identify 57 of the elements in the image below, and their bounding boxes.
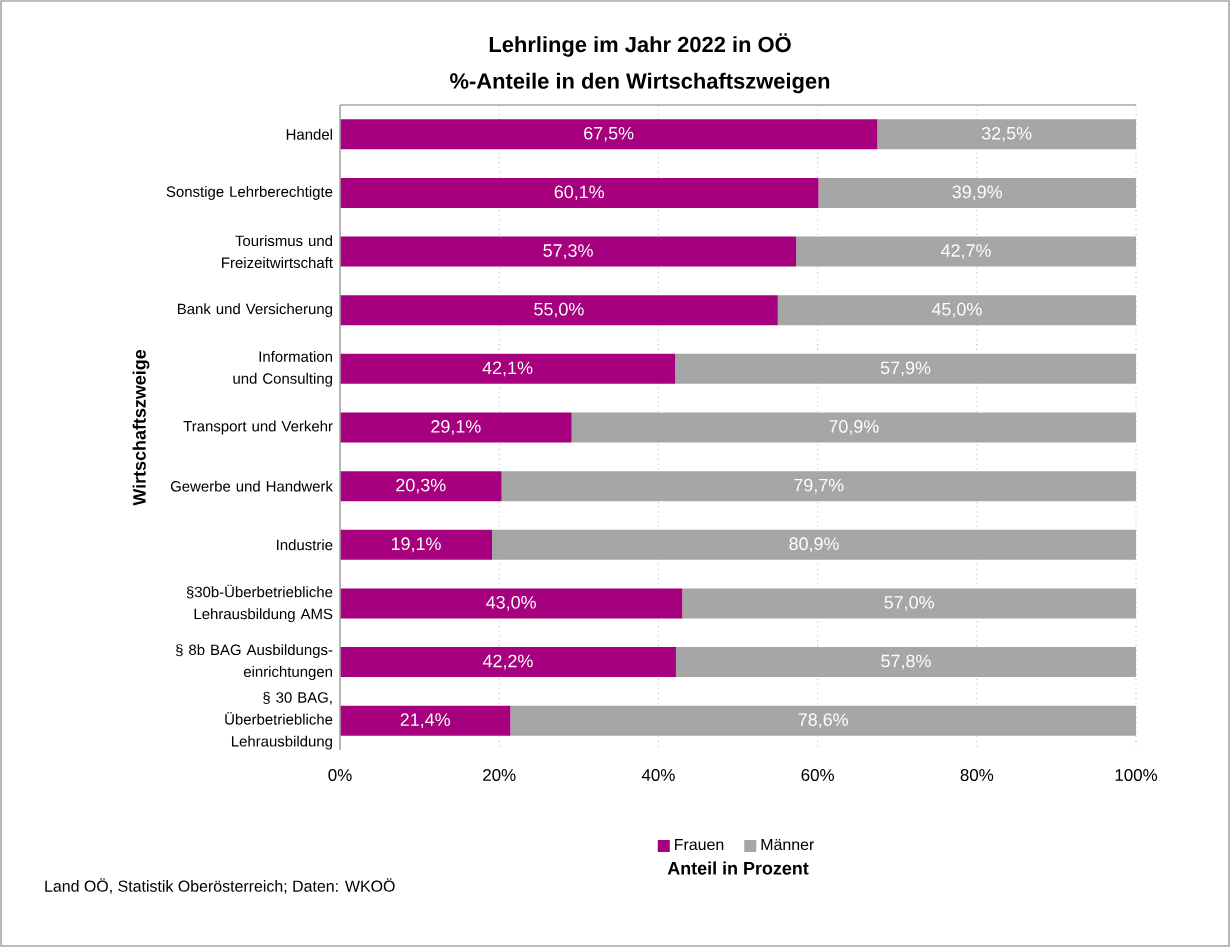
data-label: 55,0% (534, 302, 584, 318)
data-label: 43,0% (486, 595, 536, 611)
bar (340, 412, 572, 443)
data-label: 60,1% (554, 185, 604, 201)
bar (340, 588, 683, 619)
y-tick-label: §30b-Überbetriebliche Lehrausbildung AMS (186, 584, 333, 623)
bar (340, 177, 819, 208)
y-tick-label: Handel (286, 128, 332, 140)
chart-subtitle: %-Anteile in den Wirtschaftszweigen (450, 72, 830, 94)
data-label: 57,9% (880, 361, 931, 377)
y-tick-label: Transport und Verkehr (183, 420, 333, 435)
text: Land OÖ, Statistik Oberösterreich; Daten: WKOÖ (45, 878, 395, 894)
bar (340, 236, 797, 267)
bar (340, 705, 511, 736)
y-tick-label: Bank und Versicherung (178, 303, 332, 318)
y-tick-label: Gewerbe und Handwerk (170, 480, 333, 492)
x-tick-label: 80% (960, 769, 994, 782)
bar (340, 647, 676, 678)
legend-label: Frauen (675, 839, 724, 851)
y-axis-title: Wirtschaftszweige (132, 349, 150, 506)
bar (340, 353, 676, 384)
y-tick-label: Tourismus und Freizeitwirtschaft (222, 235, 333, 269)
data-label: 19,1% (391, 537, 441, 553)
data-label: 20,3% (396, 478, 446, 494)
bar (340, 295, 778, 326)
data-label: 57,3% (543, 244, 593, 259)
data-label: 79,7% (794, 478, 844, 494)
data-label: 80,9% (789, 537, 839, 553)
y-tick-label: Sonstige Lehrberechtigte (166, 185, 333, 200)
x-tick-label: 60% (801, 769, 834, 782)
data-label: 32,5% (981, 126, 1032, 142)
data-label: 21,4% (400, 713, 450, 729)
data-label: 42,2% (482, 654, 533, 670)
x-axis-title: Anteil in Prozent (667, 861, 809, 875)
data-label: 29,1% (431, 420, 481, 435)
x-tick-label: 40% (641, 769, 675, 782)
data-label: 57,8% (881, 654, 931, 670)
y-tick-label: § 8b BAG Ausbildungs-einrichtungen (175, 644, 333, 680)
y-tick-label: Information und Consulting (233, 350, 332, 387)
bar (340, 529, 493, 560)
x-tick-label: 100% (1115, 769, 1158, 782)
bar (340, 471, 502, 502)
data-label: 57,0% (884, 595, 934, 611)
data-label: 45,0% (931, 302, 982, 318)
x-tick-label: 0% (328, 769, 352, 782)
data-label: 78,6% (798, 713, 848, 729)
y-tick-label: § 30 BAG, Überbetriebliche Lehrausbildung (225, 691, 333, 750)
data-label: 39,9% (952, 185, 1002, 201)
data-label: 42,7% (941, 244, 991, 259)
data-label: 42,1% (482, 361, 533, 377)
chart-title: Lehrlinge im Jahr 2022 in OÖ (489, 33, 791, 57)
x-tick-label: 20% (483, 769, 516, 782)
bar (340, 119, 878, 150)
data-label: 67,5% (584, 126, 634, 142)
legend-label: Männer (761, 839, 814, 851)
y-tick-label: Industrie (277, 539, 333, 551)
data-label: 70,9% (829, 420, 879, 435)
